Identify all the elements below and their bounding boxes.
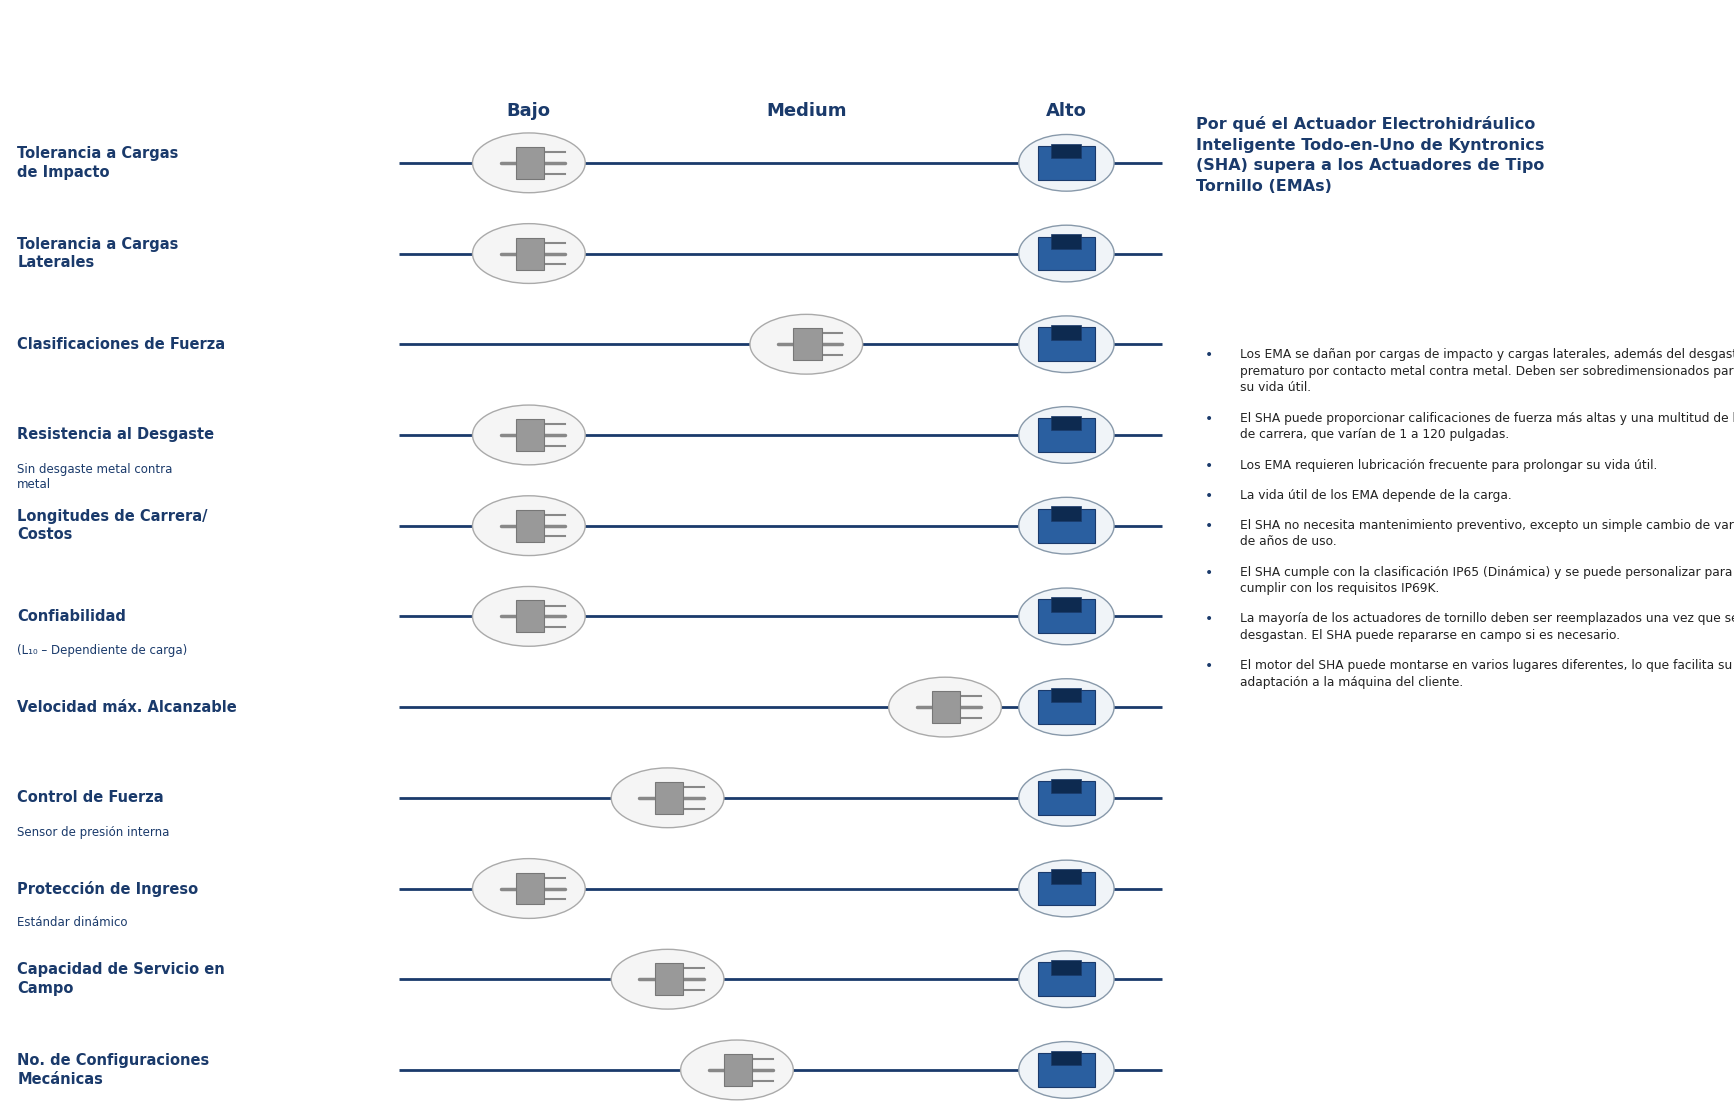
FancyBboxPatch shape <box>517 601 544 633</box>
Text: Los EMA se dañan por cargas de impacto y cargas laterales, además del desgaste
p: Los EMA se dañan por cargas de impacto y… <box>1240 348 1734 395</box>
FancyBboxPatch shape <box>1039 509 1094 543</box>
FancyBboxPatch shape <box>1039 418 1094 452</box>
Ellipse shape <box>1020 679 1115 735</box>
Ellipse shape <box>472 586 586 646</box>
Text: •: • <box>1205 489 1214 503</box>
FancyBboxPatch shape <box>1039 1053 1094 1087</box>
FancyBboxPatch shape <box>1051 960 1082 974</box>
Text: Capacidad de Servicio en
Campo: Capacidad de Servicio en Campo <box>17 962 225 997</box>
FancyBboxPatch shape <box>517 873 544 905</box>
Text: La vida útil de los EMA depende de la carga.: La vida útil de los EMA depende de la ca… <box>1240 489 1512 502</box>
FancyBboxPatch shape <box>1039 599 1094 634</box>
FancyBboxPatch shape <box>1039 237 1094 271</box>
Text: •: • <box>1205 659 1214 674</box>
Text: Tolerancia a Cargas
Laterales: Tolerancia a Cargas Laterales <box>17 237 179 270</box>
FancyBboxPatch shape <box>1039 690 1094 724</box>
Text: Tolerancia a Cargas
de Impacto: Tolerancia a Cargas de Impacto <box>17 146 179 179</box>
Text: El SHA puede proporcionar calificaciones de fuerza más altas y una multitud de l: El SHA puede proporcionar calificaciones… <box>1240 411 1734 441</box>
FancyBboxPatch shape <box>1039 872 1094 906</box>
Text: El SHA no necesita mantenimiento preventivo, excepto un simple cambio de varilla: El SHA no necesita mantenimiento prevent… <box>1240 519 1734 549</box>
FancyBboxPatch shape <box>517 419 544 451</box>
Text: Control de Fuerza: Control de Fuerza <box>17 791 165 805</box>
FancyBboxPatch shape <box>1051 779 1082 793</box>
Ellipse shape <box>1020 135 1115 191</box>
FancyBboxPatch shape <box>1039 146 1094 180</box>
Ellipse shape <box>472 495 586 555</box>
FancyBboxPatch shape <box>1039 327 1094 362</box>
Text: El SHA cumple con la clasificación IP65 (Dinámica) y se puede personalizar para
: El SHA cumple con la clasificación IP65 … <box>1240 565 1732 595</box>
Ellipse shape <box>749 314 864 374</box>
Ellipse shape <box>472 858 586 918</box>
Text: No. de Configuraciones
Mecánicas: No. de Configuraciones Mecánicas <box>17 1053 210 1087</box>
Text: •: • <box>1205 613 1214 626</box>
FancyBboxPatch shape <box>1051 597 1082 612</box>
Text: Sensor de presión interna: Sensor de presión interna <box>17 825 170 838</box>
Text: Medium: Medium <box>766 102 846 121</box>
FancyBboxPatch shape <box>1051 869 1082 884</box>
Text: El motor del SHA puede montarse en varios lugares diferentes, lo que facilita su: El motor del SHA puede montarse en vario… <box>1240 659 1732 689</box>
FancyBboxPatch shape <box>517 510 544 542</box>
Ellipse shape <box>1020 1042 1115 1098</box>
FancyBboxPatch shape <box>1051 144 1082 158</box>
FancyBboxPatch shape <box>725 1054 753 1086</box>
Text: Actuador Electrohidráulico Inteligente (SHA) vs. Actuadores de Tipo Tornillo (EM: Actuador Electrohidráulico Inteligente (… <box>328 25 1406 50</box>
Text: Por qué el Actuador Electrohidráulico
Inteligente Todo-en-Uno de Kyntronics
(SHA: Por qué el Actuador Electrohidráulico In… <box>1196 116 1545 194</box>
FancyBboxPatch shape <box>933 691 961 723</box>
FancyBboxPatch shape <box>1051 416 1082 430</box>
Text: •: • <box>1205 565 1214 580</box>
FancyBboxPatch shape <box>1051 688 1082 702</box>
FancyBboxPatch shape <box>1051 234 1082 249</box>
Text: •: • <box>1205 348 1214 363</box>
Ellipse shape <box>612 949 725 1009</box>
Text: •: • <box>1205 519 1214 533</box>
FancyBboxPatch shape <box>1051 325 1082 340</box>
Ellipse shape <box>1020 770 1115 826</box>
Ellipse shape <box>890 677 1002 737</box>
Ellipse shape <box>1020 860 1115 917</box>
Text: Sin desgaste metal contra
metal: Sin desgaste metal contra metal <box>17 462 173 491</box>
Text: Los EMA requieren lubricación frecuente para prolongar su vida útil.: Los EMA requieren lubricación frecuente … <box>1240 459 1658 471</box>
Ellipse shape <box>1020 588 1115 645</box>
FancyBboxPatch shape <box>1051 507 1082 521</box>
FancyBboxPatch shape <box>655 963 683 995</box>
Text: Protección de Ingreso: Protección de Ingreso <box>17 880 198 897</box>
Text: Resistencia al Desgaste: Resistencia al Desgaste <box>17 427 215 442</box>
Text: Longitudes de Carrera/
Costos: Longitudes de Carrera/ Costos <box>17 509 208 542</box>
Text: Velocidad máx. Alcanzable: Velocidad máx. Alcanzable <box>17 700 238 714</box>
FancyBboxPatch shape <box>1051 1051 1082 1065</box>
Ellipse shape <box>472 405 586 465</box>
Text: Alto: Alto <box>1046 102 1087 121</box>
Ellipse shape <box>1020 498 1115 554</box>
FancyBboxPatch shape <box>517 238 544 270</box>
FancyBboxPatch shape <box>655 782 683 814</box>
FancyBboxPatch shape <box>1039 781 1094 815</box>
Text: Clasificaciones de Fuerza: Clasificaciones de Fuerza <box>17 336 225 352</box>
Ellipse shape <box>1020 407 1115 463</box>
Ellipse shape <box>1020 226 1115 282</box>
FancyBboxPatch shape <box>517 147 544 179</box>
Text: La mayoría de los actuadores de tornillo deben ser reemplazados una vez que se
d: La mayoría de los actuadores de tornillo… <box>1240 613 1734 641</box>
Ellipse shape <box>612 768 725 827</box>
Ellipse shape <box>1020 951 1115 1008</box>
Text: Estándar dinámico: Estándar dinámico <box>17 917 128 929</box>
FancyBboxPatch shape <box>1039 962 1094 997</box>
Ellipse shape <box>680 1040 792 1099</box>
Text: Confiabilidad: Confiabilidad <box>17 609 127 624</box>
Text: Bajo: Bajo <box>506 102 551 121</box>
Text: •: • <box>1205 411 1214 426</box>
Ellipse shape <box>472 223 586 283</box>
FancyBboxPatch shape <box>794 328 822 361</box>
Text: •: • <box>1205 459 1214 472</box>
Ellipse shape <box>1020 316 1115 373</box>
Text: (L₁₀ – Dependiente de carga): (L₁₀ – Dependiente de carga) <box>17 644 187 657</box>
Ellipse shape <box>472 133 586 192</box>
